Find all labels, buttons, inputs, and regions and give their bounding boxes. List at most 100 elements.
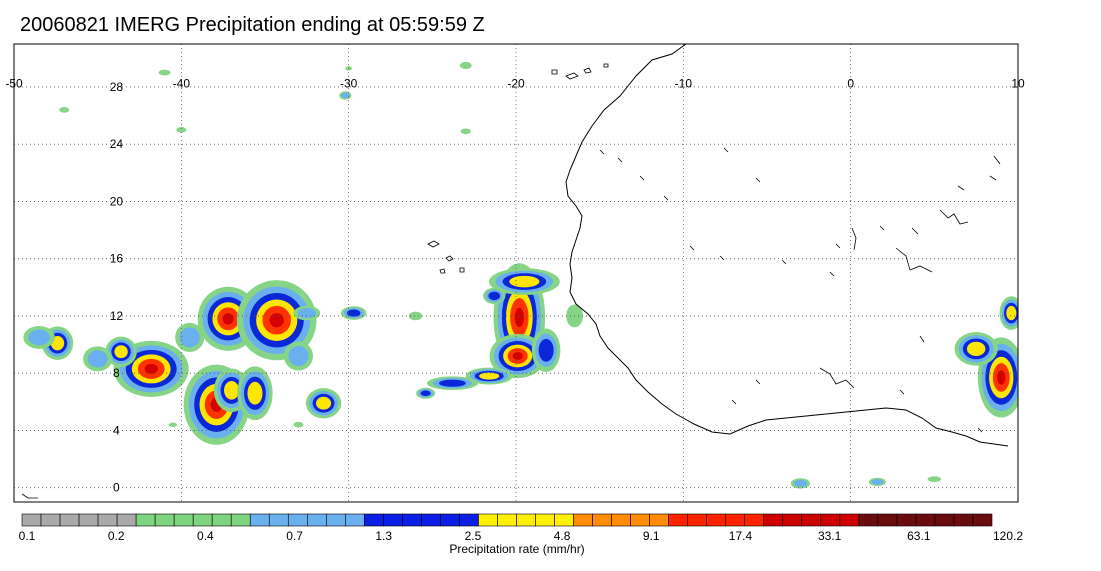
precip-core — [514, 307, 524, 328]
precipitation-layer — [23, 61, 1018, 489]
precip-level — [966, 341, 986, 357]
precip-cell — [83, 346, 113, 372]
colorbar-swatch — [364, 513, 384, 527]
colorbar-tick-label: 63.1 — [907, 529, 931, 543]
colorbar-swatch — [725, 513, 746, 527]
precip-cell — [293, 305, 321, 321]
precip-cell — [305, 388, 342, 419]
precip-level — [439, 379, 466, 387]
colorbar-title: Precipitation rate (mm/hr) — [449, 542, 585, 556]
precip-core — [997, 370, 1006, 385]
precip-level — [460, 128, 471, 135]
precip-cell — [237, 366, 273, 421]
colorbar-swatch — [326, 513, 346, 527]
precip-cell — [954, 332, 998, 366]
precip-level — [293, 421, 304, 428]
precip-cell — [531, 328, 561, 373]
precip-cell — [339, 91, 352, 100]
precip-cell — [176, 127, 187, 133]
colorbar-swatch — [972, 513, 993, 527]
precip-cell — [105, 336, 137, 367]
colorbar-swatch — [402, 513, 422, 527]
precip-cell — [489, 333, 546, 379]
precip-cell — [426, 376, 478, 391]
lat-tick-label: 0 — [113, 481, 120, 495]
colorbar-swatch — [592, 513, 612, 527]
colorbar-swatch — [383, 513, 403, 527]
lon-tick-label: 10 — [1011, 77, 1025, 91]
precip-cell — [868, 477, 886, 487]
colorbar-swatch — [497, 513, 517, 527]
precip-level — [316, 396, 332, 410]
precip-level — [1006, 305, 1017, 321]
colorbar-swatch — [763, 513, 784, 527]
precip-cell — [483, 287, 506, 305]
colorbar-swatch — [306, 513, 327, 527]
lon-tick-label: -20 — [507, 77, 525, 91]
colorbar-swatch — [782, 513, 803, 527]
colorbar-tick-label: 2.5 — [464, 529, 482, 543]
precip-cell — [927, 476, 942, 482]
colorbar-swatch — [135, 513, 156, 527]
precip-level — [538, 338, 554, 362]
colorbar-swatch — [839, 513, 860, 527]
graticule-grid — [14, 44, 1018, 502]
colorbar-tick-label: 1.3 — [375, 529, 393, 543]
colorbar-swatch — [706, 513, 727, 527]
colorbar-swatch — [116, 513, 137, 527]
precip-level — [479, 372, 500, 380]
precip-level — [459, 61, 472, 70]
colorbar-swatch — [459, 513, 479, 527]
colorbar-swatch — [877, 513, 898, 527]
precip-level — [871, 479, 884, 485]
colorbar-swatch — [934, 513, 955, 527]
precip-core — [269, 313, 284, 328]
colorbar-swatch — [687, 513, 708, 527]
precip-cell — [236, 280, 317, 361]
precip-level — [488, 291, 501, 301]
colorbar-swatch — [535, 513, 555, 527]
precip-level — [247, 381, 263, 405]
colorbar-swatch — [953, 513, 974, 527]
precip-cell — [158, 69, 171, 76]
precip-level — [179, 327, 200, 348]
colorbar-swatch — [97, 513, 118, 527]
colorbar-tick-label: 17.4 — [728, 529, 753, 543]
precip-cell — [59, 106, 70, 113]
colorbar-tick-label: 120.2 — [992, 529, 1024, 543]
precip-cell — [999, 296, 1018, 330]
precip-cell — [283, 341, 314, 371]
lon-tick-label: -40 — [173, 77, 191, 91]
lat-tick-label: 24 — [110, 137, 124, 151]
precip-level — [927, 476, 942, 482]
lat-tick-label: 4 — [113, 423, 120, 437]
precip-cell — [790, 478, 811, 489]
inland-water-features — [21, 147, 1001, 499]
colorbar-swatch — [78, 513, 99, 527]
precip-cell — [23, 325, 55, 349]
lat-tick-label: 20 — [110, 194, 124, 208]
colorbar-swatch — [268, 513, 289, 527]
lat-tick-label: 16 — [110, 252, 124, 266]
colorbar-swatch — [744, 513, 765, 527]
lon-tick-label: -50 — [5, 77, 23, 91]
colorbar-tick-label: 33.1 — [817, 529, 842, 543]
colorbar-swatch — [915, 513, 936, 527]
precip-level — [341, 92, 350, 99]
colorbar-swatch — [478, 513, 498, 527]
page-title: 20060821 IMERG Precipitation ending at 0… — [20, 14, 485, 36]
precip-core — [512, 352, 523, 360]
precip-level — [793, 479, 808, 487]
lat-tick-label: 12 — [110, 309, 124, 323]
precip-cell — [408, 311, 423, 321]
colorbar-swatch — [440, 513, 460, 527]
colorbar-swatch — [211, 513, 232, 527]
colorbar-swatch — [858, 513, 879, 527]
colorbar-swatch — [573, 513, 593, 527]
colorbar-swatch — [249, 513, 270, 527]
colorbar — [21, 513, 993, 527]
colorbar-swatch — [40, 513, 61, 527]
precip-cell — [340, 306, 367, 320]
colorbar-swatch — [630, 513, 650, 527]
